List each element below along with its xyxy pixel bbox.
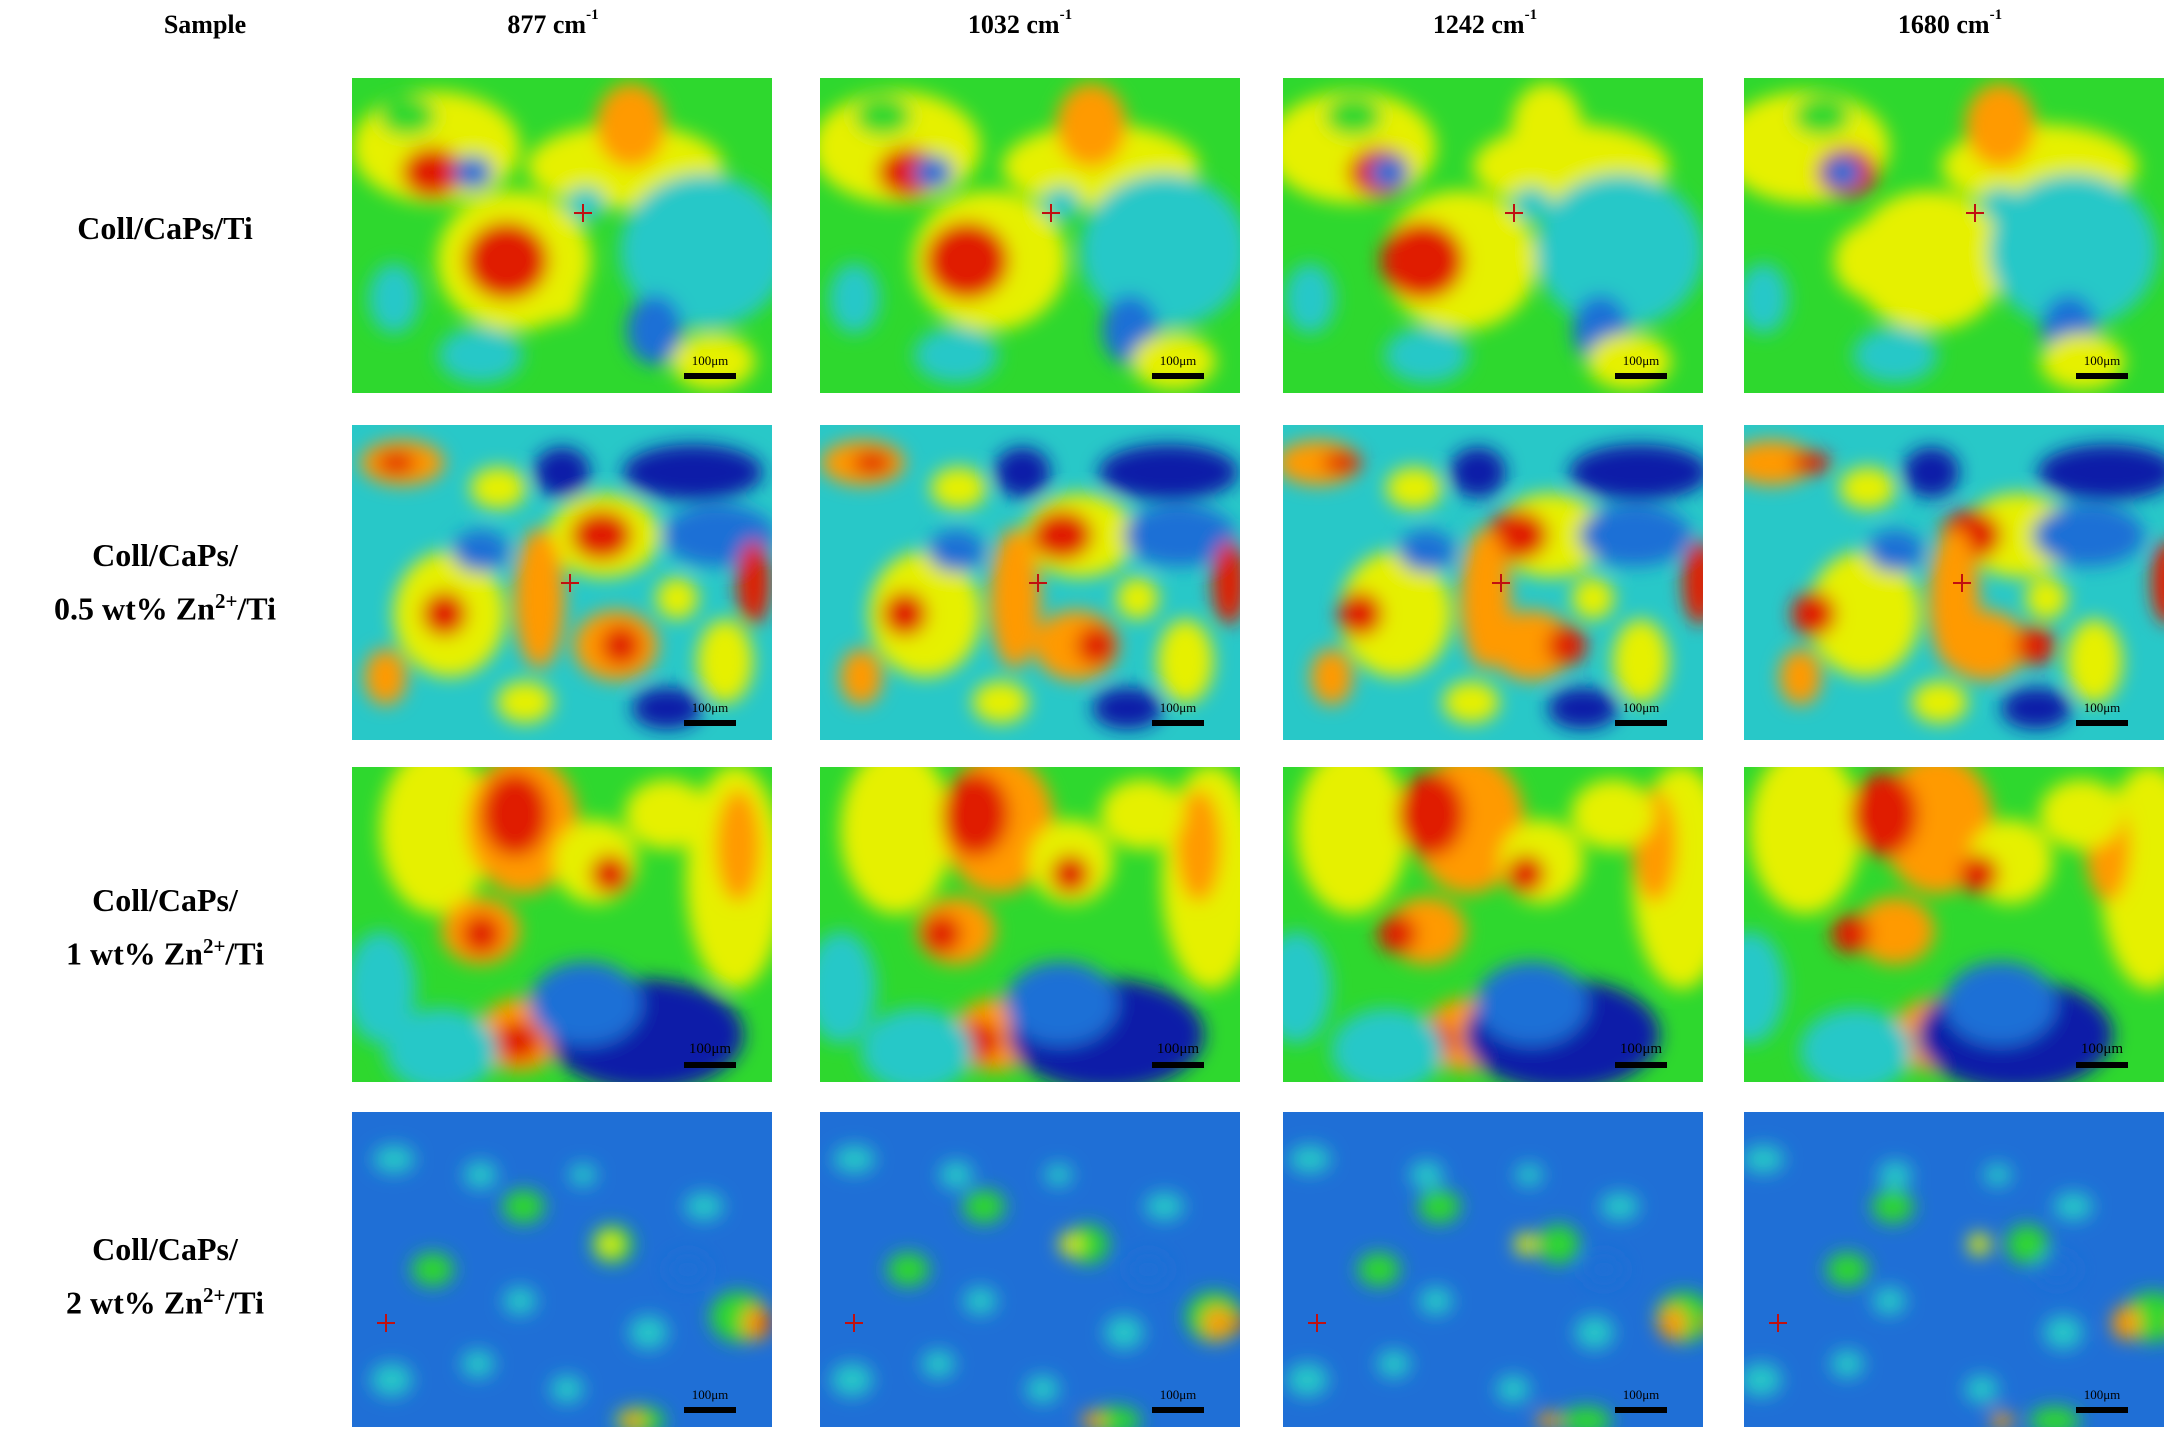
crosshair-marker-icon [1492, 573, 1511, 592]
raman-map-r1-c3: 100μm [1283, 78, 1703, 393]
scale-bar-label: 100μm [1622, 700, 1660, 715]
scale-bar [2076, 373, 2128, 379]
scale-bar [1152, 720, 1204, 726]
wavenumber-value: 1242 [1432, 10, 1485, 39]
row-label-line2: 1 wt% Zn2+/Ti [66, 934, 264, 972]
scale-bar [1152, 1062, 1204, 1068]
unit-exponent: -1 [1524, 7, 1538, 24]
scale-bar [684, 1062, 736, 1068]
scale-bar [1615, 720, 1667, 726]
scale-bar-label: 100μm [1619, 1041, 1663, 1057]
row-label-3: Coll/CaPs/ 1 wt% Zn2+/Ti [0, 877, 330, 977]
scale-bar [1615, 1062, 1667, 1068]
raman-map-r2-c2: 100μm [820, 425, 1240, 740]
crosshair-marker-icon [1042, 204, 1060, 223]
column-header-877: 877 cm-1 [403, 7, 703, 40]
scale-bar-label: 100μm [688, 1041, 732, 1057]
scale-bar-label: 100μm [1159, 1387, 1197, 1402]
crosshair-marker-icon [1307, 1314, 1326, 1333]
raman-map-r4-c1: 100μm [352, 1112, 772, 1427]
scale-bar-label: 100μm [691, 700, 729, 715]
scale-bar-label: 100μm [2083, 700, 2121, 715]
row-label-line1: Coll/CaPs/ [92, 882, 238, 918]
wavenumber-value: 877 [507, 10, 547, 39]
scale-bar [684, 720, 736, 726]
crosshair-marker-icon [1768, 1314, 1787, 1333]
wavenumber-unit: cm [552, 10, 587, 39]
scale-bar-label: 100μm [2083, 1387, 2121, 1402]
sample-label: Sample [163, 10, 247, 39]
crosshair-marker-icon [1029, 573, 1048, 592]
column-header-1032: 1032 cm-1 [870, 7, 1170, 40]
row-label-line1: Coll/CaPs/ [92, 1231, 238, 1267]
row-label-line2: 0.5 wt% Zn2+/Ti [54, 589, 276, 627]
raman-map-r2-c3: 100μm [1283, 425, 1703, 740]
crosshair-marker-icon [844, 1314, 863, 1333]
raman-map-r3-c4: 100μm [1744, 767, 2164, 1082]
scale-bar [684, 1407, 736, 1413]
raman-map-r2-c4: 100μm [1744, 425, 2164, 740]
row-label-1: Coll/CaPs/Ti [0, 205, 330, 251]
crosshair-marker-icon [574, 204, 592, 223]
wavenumber-unit: cm [1491, 10, 1525, 39]
scale-bar-label: 100μm [1622, 1387, 1660, 1402]
scale-bar [2076, 1062, 2128, 1068]
scale-bar [1615, 1407, 1667, 1413]
raman-map-r4-c4: 100μm [1744, 1112, 2164, 1427]
row-label-2: Coll/CaPs/ 0.5 wt% Zn2+/Ti [0, 532, 330, 632]
scale-bar-label: 100μm [1156, 1041, 1200, 1057]
unit-exponent: -1 [1989, 7, 2003, 24]
scale-bar [2076, 720, 2128, 726]
raman-map-r1-c2: 100μm [820, 78, 1240, 393]
raman-map-r3-c2: 100μm [820, 767, 1240, 1082]
column-header-1680: 1680 cm-1 [1800, 7, 2100, 40]
raman-map-r1-c4: 100μm [1744, 78, 2164, 393]
row-label-line1: Coll/CaPs/ [92, 537, 238, 573]
sample-column-header: Sample [55, 10, 355, 40]
row-label-4: Coll/CaPs/ 2 wt% Zn2+/Ti [0, 1226, 330, 1326]
crosshair-marker-icon [376, 1314, 395, 1333]
column-header-1242: 1242 cm-1 [1335, 7, 1635, 40]
scale-bar [684, 373, 736, 379]
scale-bar-label: 100μm [691, 353, 729, 368]
unit-exponent: -1 [586, 7, 599, 24]
crosshair-marker-icon [1966, 204, 1984, 223]
scale-bar-label: 100μm [1159, 353, 1197, 368]
wavenumber-unit: cm [1026, 10, 1060, 39]
raman-map-r2-c1: 100μm [352, 425, 772, 740]
scale-bar-label: 100μm [691, 1387, 729, 1402]
raman-map-r3-c3: 100μm [1283, 767, 1703, 1082]
wavenumber-unit: cm [1956, 10, 1990, 39]
row-label-line2: 2 wt% Zn2+/Ti [66, 1283, 264, 1321]
raman-map-r1-c1: 100μm [352, 78, 772, 393]
scale-bar [1615, 373, 1667, 379]
raman-map-r4-c2: 100μm [820, 1112, 1240, 1427]
scale-bar-label: 100μm [2080, 1041, 2124, 1057]
wavenumber-value: 1680 [1897, 10, 1950, 39]
unit-exponent: -1 [1059, 7, 1073, 24]
raman-map-r4-c3: 100μm [1283, 1112, 1703, 1427]
row-label-line1: Coll/CaPs/Ti [77, 210, 253, 246]
crosshair-marker-icon [1953, 573, 1972, 592]
raman-map-r3-c1: 100μm [352, 767, 772, 1082]
scale-bar [2076, 1407, 2128, 1413]
scale-bar-label: 100μm [2083, 353, 2121, 368]
scale-bar [1152, 373, 1204, 379]
crosshair-marker-icon [561, 573, 580, 592]
scale-bar [1152, 1407, 1204, 1413]
scale-bar-label: 100μm [1622, 353, 1660, 368]
wavenumber-value: 1032 [967, 10, 1020, 39]
crosshair-marker-icon [1505, 204, 1523, 223]
scale-bar-label: 100μm [1159, 700, 1197, 715]
